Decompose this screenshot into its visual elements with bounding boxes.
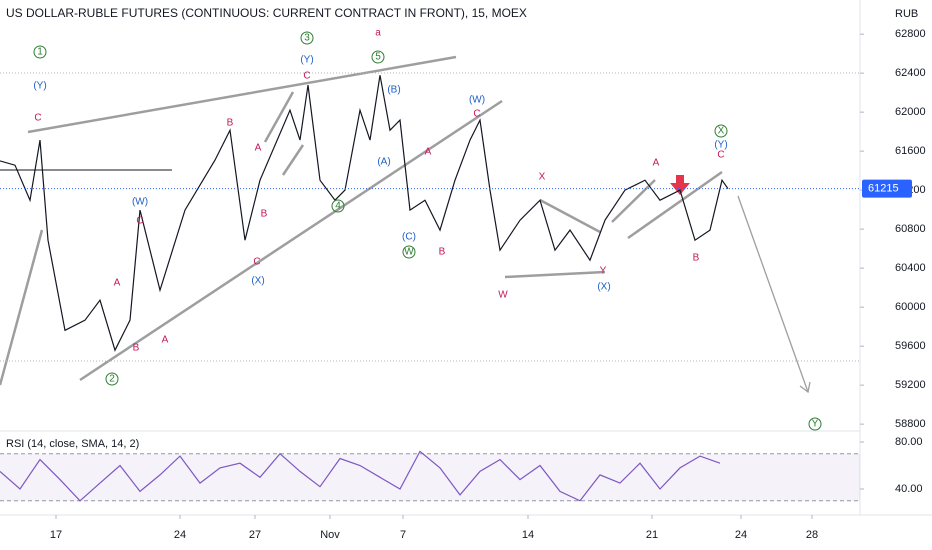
wave-label: 5 — [375, 52, 381, 63]
price-line — [0, 75, 729, 352]
forecast-arrow — [737, 195, 811, 394]
wave-label: 2 — [109, 374, 115, 385]
y-tick-label: 61600 — [895, 145, 926, 157]
y-tick-label: 60400 — [895, 262, 926, 274]
wave-label: A — [653, 158, 660, 169]
wave-label: X — [718, 126, 725, 137]
wave-label: (Y) — [714, 140, 727, 151]
wave-label: C — [34, 113, 41, 124]
wave-label: A — [114, 278, 121, 289]
wave-label: B — [227, 118, 234, 129]
wave-label: B — [261, 209, 268, 220]
wave-label: (A) — [377, 157, 390, 168]
x-tick-label: 28 — [806, 529, 818, 541]
wave-label: 1 — [37, 47, 43, 58]
wave-circle — [105, 372, 119, 386]
wave-label: C — [717, 150, 724, 161]
y-tick-label: 62800 — [895, 28, 926, 40]
wave-label: Y — [812, 419, 819, 430]
wave-label: (C) — [402, 232, 416, 243]
wave-label: Y — [600, 266, 607, 277]
wave-label: (X) — [251, 276, 264, 287]
wave-label: B — [693, 253, 700, 264]
wave-label: C — [253, 257, 260, 268]
x-tick-label: 24 — [735, 529, 747, 541]
y-tick-label: 60000 — [895, 301, 926, 313]
wave-label: (Y) — [33, 81, 46, 92]
wave-circle — [808, 417, 822, 431]
x-tick-label: Nov — [320, 529, 340, 541]
wave-label: B — [439, 247, 446, 258]
wave-label: C — [303, 71, 310, 82]
x-tick-label: 27 — [249, 529, 261, 541]
wave-label: A — [255, 143, 262, 154]
x-tick-label: 21 — [646, 529, 658, 541]
last-price-box — [862, 179, 912, 198]
y-tick-label: 60800 — [895, 223, 926, 235]
wave-label: W — [404, 247, 414, 258]
wave-label: A — [425, 147, 432, 158]
wave-label: X — [539, 172, 546, 183]
wave-label: a — [375, 28, 381, 39]
wave-label: (X) — [597, 282, 610, 293]
y-tick-label: 59200 — [895, 379, 926, 391]
wave-label: (W) — [469, 95, 485, 106]
wave-label: (B) — [387, 85, 400, 96]
trend-lines — [0, 55, 723, 386]
wave-circle — [331, 199, 345, 213]
wave-circle — [402, 245, 416, 259]
y-tick-label: 80.00 — [895, 436, 923, 448]
wave-label: C — [136, 216, 143, 227]
wave-label: 3 — [304, 33, 310, 44]
x-tick-label: 24 — [174, 529, 186, 541]
wave-label: C — [473, 109, 480, 120]
y-tick-label: 62400 — [895, 67, 926, 79]
wave-circle — [714, 124, 728, 138]
x-tick-label: 7 — [400, 529, 406, 541]
y-tick-label: 58800 — [895, 418, 926, 430]
currency-label: RUB — [895, 8, 918, 20]
signal-arrow — [670, 175, 690, 195]
wave-label: B — [133, 343, 140, 354]
chart-title: US DOLLAR-RUBLE FUTURES (CONTINUOUS: CUR… — [6, 6, 527, 20]
wave-label: (Y) — [300, 55, 313, 66]
x-tick-label: 17 — [50, 529, 62, 541]
wave-label: 4 — [335, 201, 341, 212]
wave-label: W — [498, 290, 508, 301]
y-tick-label: 40.00 — [895, 483, 923, 495]
wave-circle — [371, 50, 385, 64]
rsi-title: RSI (14, close, SMA, 14, 2) — [6, 438, 139, 450]
y-tick-label: 59600 — [895, 340, 926, 352]
wave-label: A — [162, 335, 169, 346]
x-tick-label: 14 — [522, 529, 534, 541]
wave-circle — [300, 31, 314, 45]
y-tick-label: 62000 — [895, 106, 926, 118]
price-line — [0, 450, 721, 502]
wave-label: (W) — [132, 197, 148, 208]
wave-circle — [33, 45, 47, 59]
last-price-label: 61215 — [868, 183, 899, 195]
